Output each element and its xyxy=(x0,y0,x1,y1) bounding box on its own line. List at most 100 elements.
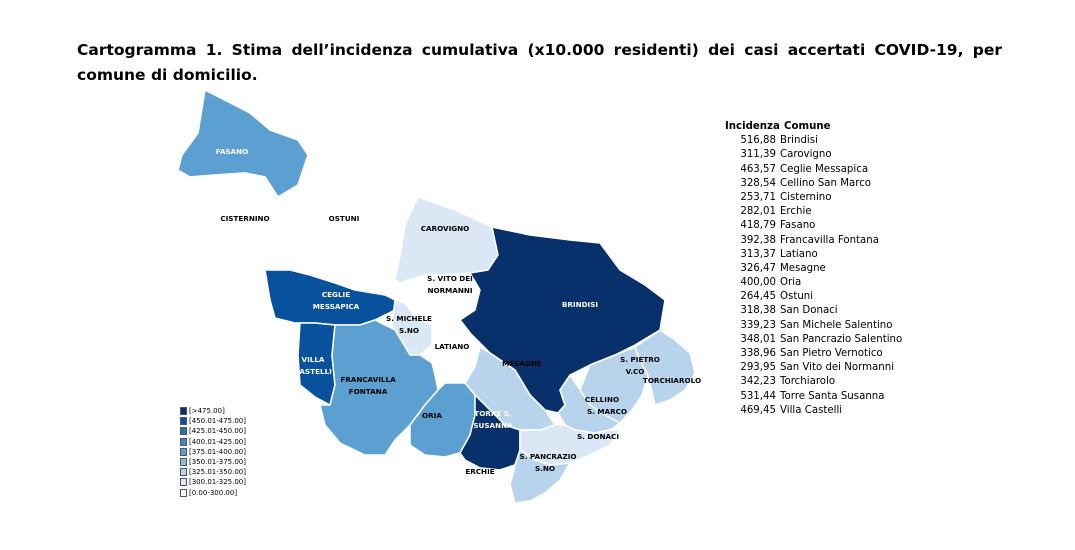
legend-swatch xyxy=(180,427,187,436)
incidence-value: 313,37 xyxy=(740,248,776,260)
table-row: 418,79 Fasano xyxy=(725,219,902,233)
label-cisternino: CISTERNINO xyxy=(220,214,269,223)
legend-swatch xyxy=(180,437,187,446)
legend-item: [>475.00] xyxy=(180,406,246,416)
comune-name: Ceglie Messapica xyxy=(780,163,869,175)
comune-name: San Pancrazio Salentino xyxy=(780,333,903,345)
incidence-value: 531,44 xyxy=(740,390,776,402)
table-row: 293,95 San Vito dei Normanni xyxy=(725,361,902,375)
comune-name: Oria xyxy=(780,277,802,289)
legend-label: [375.01-400.00] xyxy=(189,447,246,456)
comune-name: San Michele Salentino xyxy=(780,319,893,331)
comune-name: Fasano xyxy=(780,220,816,232)
comune-name: Torre Santa Susanna xyxy=(780,390,885,402)
label-smichele-2: S.NO xyxy=(399,326,419,335)
table-row: 313,37 Latiano xyxy=(725,248,902,262)
table-row: 392,38 Francavilla Fontana xyxy=(725,234,902,248)
label-mesagne: MESAGNE xyxy=(502,359,542,368)
legend-swatch xyxy=(180,447,187,456)
label-svito-1: S. VITO DEI xyxy=(427,274,473,283)
legend-label: [325.01-350.00] xyxy=(189,468,246,477)
comune-name: San Donaci xyxy=(780,305,838,317)
choropleth-map: FASANO CISTERNINO OSTUNI CAROVIGNO CEGLI… xyxy=(170,85,710,505)
incidence-value: 339,23 xyxy=(740,319,776,331)
incidence-value: 326,47 xyxy=(740,262,776,274)
legend-swatch xyxy=(180,478,187,487)
incidence-table: Incidenza Comune 516,88 Brindisi 311,39 Car… xyxy=(725,120,902,418)
table-row: 516,88 Brindisi xyxy=(725,134,902,148)
table-body: 516,88 Brindisi 311,39 Carovigno 463,57 Cegli… xyxy=(725,134,902,418)
incidence-value: 516,88 xyxy=(740,135,776,147)
header-incidenza: Incidenza xyxy=(725,121,780,132)
map-legend: [>475.00] [450.01-475.00] [425.01-450.00… xyxy=(180,406,246,498)
incidence-value: 253,71 xyxy=(740,191,776,203)
incidence-value: 342,23 xyxy=(740,376,776,388)
label-brindisi: BRINDISI xyxy=(562,300,599,309)
comune-name: Villa Castelli xyxy=(780,404,843,416)
comune-name: San Pietro Vernotico xyxy=(780,348,883,359)
legend-item: [300.01-325.00] xyxy=(180,477,246,487)
label-ceglie-1: CEGLIE xyxy=(322,290,350,299)
map-svg: FASANO CISTERNINO OSTUNI CAROVIGNO CEGLI… xyxy=(177,89,701,504)
incidence-value: 318,38 xyxy=(740,305,776,317)
label-torre-2: SUSANNA xyxy=(473,421,513,430)
comune-name: Cisternino xyxy=(780,191,832,203)
legend-label: [400.01-425.00] xyxy=(189,437,246,446)
table-row: 311,39 Carovigno xyxy=(725,148,902,162)
header-comune: Comune xyxy=(784,121,831,132)
comune-name: Torchiarolo xyxy=(780,376,836,388)
label-ostuni: OSTUNI xyxy=(329,214,360,223)
legend-swatch xyxy=(180,468,187,477)
table-row: 400,00 Oria xyxy=(725,276,902,290)
comune-name: Erchie xyxy=(780,206,812,218)
comune-name: Ostuni xyxy=(780,291,814,303)
legend-swatch xyxy=(180,458,187,467)
incidence-value: 400,00 xyxy=(740,277,776,289)
region-villacastelli xyxy=(297,322,336,406)
legend-label: [>475.00] xyxy=(189,407,225,416)
incidence-value: 293,95 xyxy=(740,362,776,374)
table-row: 469,45 Villa Castelli xyxy=(725,404,902,418)
table-row: 326,47 Mesagne xyxy=(725,262,902,276)
incidence-value: 463,57 xyxy=(740,163,776,175)
incidence-value: 311,39 xyxy=(740,149,776,161)
label-francavilla-1: FRANCAVILLA xyxy=(340,375,396,384)
table-row: 253,71 Cisternino xyxy=(725,191,902,205)
legend-item: [400.01-425.00] xyxy=(180,437,246,447)
label-torchiarolo: TORCHIAROLO xyxy=(643,376,701,385)
table-header: Incidenza Comune xyxy=(725,120,902,134)
incidence-value: 264,45 xyxy=(740,291,776,303)
comune-name: Mesagne xyxy=(780,262,826,274)
label-fasano: FASANO xyxy=(216,147,249,156)
region-torchiarolo xyxy=(634,329,696,406)
region-erchie xyxy=(444,452,516,504)
table-row: 338,96 San Pietro Vernotico xyxy=(725,347,902,361)
label-spancrazio-2: S.NO xyxy=(535,464,555,473)
legend-item: [0.00-300.00] xyxy=(180,488,246,498)
incidence-value: 392,38 xyxy=(740,234,776,246)
label-spietro-2: V.CO xyxy=(626,367,645,376)
legend-item: [425.01-450.00] xyxy=(180,426,246,436)
table-row: 348,01 San Pancrazio Salentino xyxy=(725,333,902,347)
map-title: Cartogramma 1. Stima dell’incidenza cumu… xyxy=(77,41,1002,84)
label-carovigno: CAROVIGNO xyxy=(421,224,470,233)
incidence-value: 338,96 xyxy=(740,348,776,359)
legend-item: [350.01-375.00] xyxy=(180,457,246,467)
legend-item: [325.01-350.00] xyxy=(180,467,246,477)
comune-name: Latiano xyxy=(780,248,818,260)
label-spietro-1: S. PIETRO xyxy=(620,355,660,364)
legend-item: [375.01-400.00] xyxy=(180,447,246,457)
table-row: 342,23 Torchiarolo xyxy=(725,375,902,389)
label-torre-1: TORRE S. xyxy=(474,409,511,418)
comune-name: Brindisi xyxy=(780,135,818,147)
legend-label: [0.00-300.00] xyxy=(189,488,238,497)
label-francavilla-2: FONTANA xyxy=(349,387,388,396)
legend-label: [425.01-450.00] xyxy=(189,427,246,436)
table-row: 282,01 Erchie xyxy=(725,205,902,219)
legend-item: [450.01-475.00] xyxy=(180,416,246,426)
incidence-value: 469,45 xyxy=(740,404,776,416)
label-latiano: LATIANO xyxy=(435,342,470,351)
label-cellino-2: S. MARCO xyxy=(587,407,627,416)
table-row: 531,44 Torre Santa Susanna xyxy=(725,390,902,404)
label-erchie: ERCHIE xyxy=(465,467,494,476)
